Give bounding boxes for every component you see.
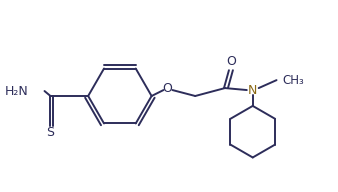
Text: CH₃: CH₃ <box>283 74 304 87</box>
Text: O: O <box>163 82 172 95</box>
Text: N: N <box>248 84 258 97</box>
Text: S: S <box>47 126 54 139</box>
Text: H₂N: H₂N <box>5 84 29 98</box>
Text: O: O <box>226 55 236 68</box>
